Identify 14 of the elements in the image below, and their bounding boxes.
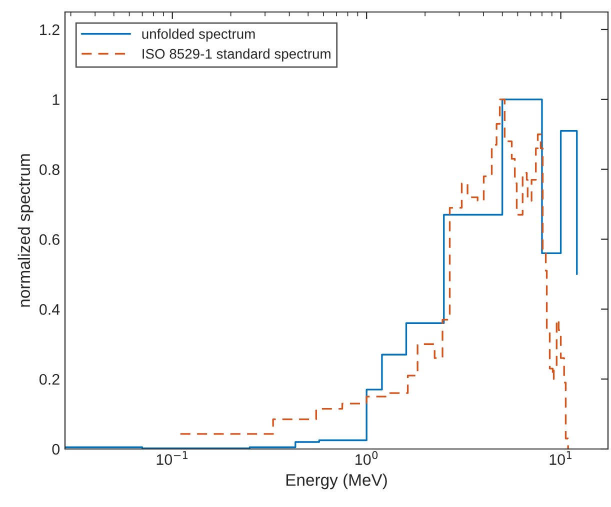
y-tick-label: 0: [52, 444, 60, 455]
y-tick-label: 0.8: [40, 164, 60, 176]
y-tick-label: 1: [52, 94, 60, 105]
x-tick-label: 10$^{0}$: [356, 451, 378, 465]
y-tick-label: 0.4: [40, 304, 60, 315]
x-tick-label: 10$^{1}$: [550, 451, 572, 465]
y-tick-label: 0.6: [40, 234, 60, 245]
legend-label: unfolded spectrum: [142, 28, 255, 42]
y-tick-label: 1.2: [40, 24, 60, 36]
x-axis-title: Energy (MeV): [286, 474, 387, 490]
legend-label: ISO 8529-1 standard spectrum: [142, 48, 330, 62]
x-tick-label: 10$^{−1}$: [156, 451, 188, 465]
y-axis-title: normalized spectrum: [18, 154, 34, 307]
y-tick-label: 0.2: [40, 374, 60, 385]
